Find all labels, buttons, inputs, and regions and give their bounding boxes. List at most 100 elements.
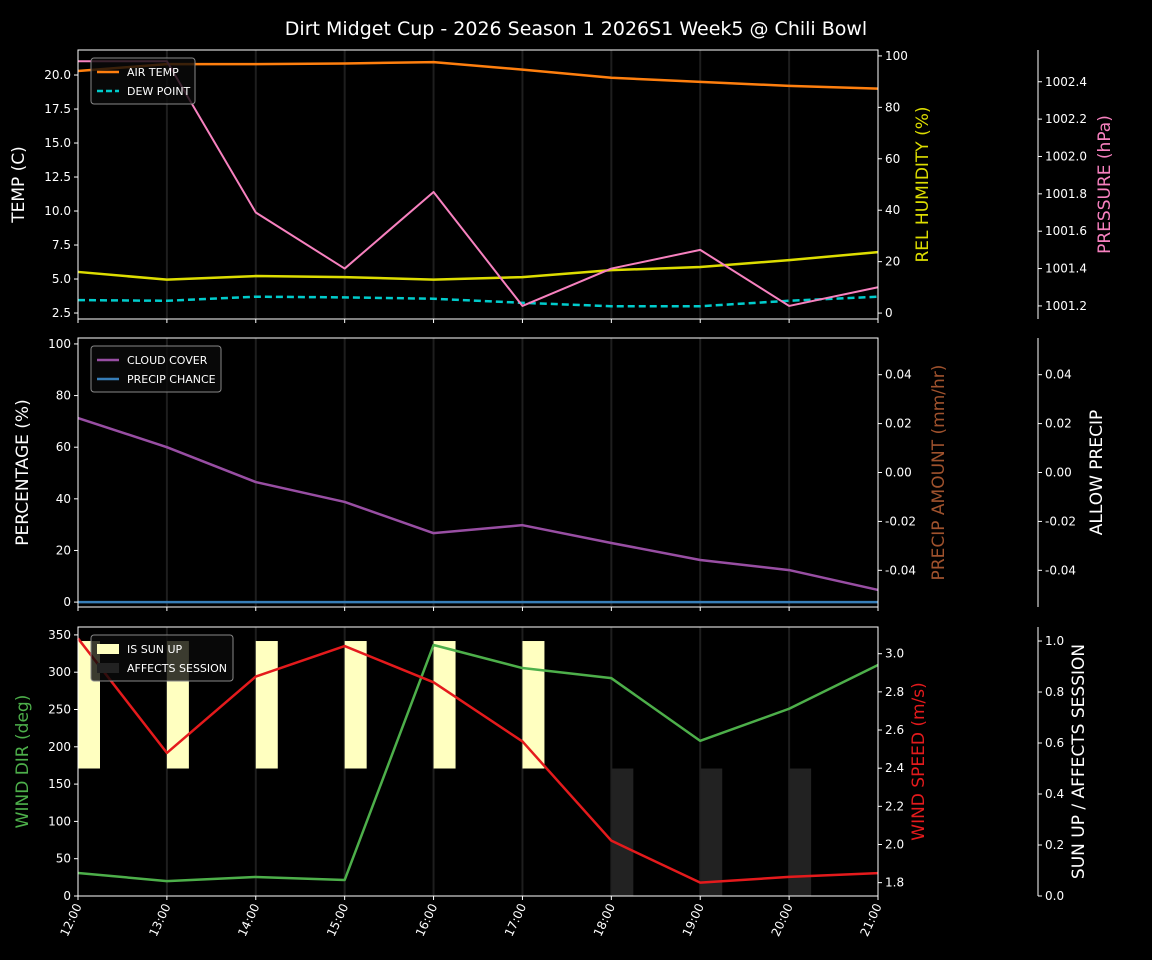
legend-box	[90, 634, 234, 682]
y-tick-label-right1: 2.2	[885, 799, 904, 813]
y-tick-label-right1: 80	[885, 100, 900, 114]
legend-label: PRECIP CHANCE	[127, 373, 216, 386]
y-tick-label-right1: 40	[885, 203, 900, 217]
x-tick-label: 20:00	[769, 901, 796, 938]
series-line-right1	[77, 637, 879, 884]
y-tick-label-right2: 1001.2	[1045, 299, 1087, 313]
y-tick-label-right2: 0.6	[1045, 736, 1064, 750]
x-tick-label: 15:00	[324, 901, 351, 938]
y-tick-label-left: 150	[48, 777, 71, 791]
y-tick-label-right1: 20	[885, 255, 900, 269]
y-tick-label-right1: 1.8	[885, 876, 904, 890]
x-tick-label: 16:00	[413, 901, 440, 938]
y-tick-label-right2: 0.2	[1045, 838, 1064, 852]
x-tick-label: 13:00	[146, 901, 173, 938]
y-tick-label-left: 12.5	[44, 170, 71, 184]
bar-affects-session	[611, 768, 634, 896]
legend-label: IS SUN UP	[127, 643, 183, 656]
axis-label-right2: SUN UP / AFFECTS SESSION	[1069, 644, 1089, 879]
x-tick-label: 14:00	[235, 901, 262, 938]
y-tick-label-left: 10.0	[44, 204, 71, 218]
y-tick-label-left: 50	[56, 852, 71, 866]
series-line-air-temp	[77, 60, 879, 90]
y-tick-label-left: 5.0	[52, 272, 71, 286]
y-tick-label-left: 40	[56, 492, 71, 506]
y-tick-label-left: 20	[56, 543, 71, 557]
y-tick-label-right2: 1002.2	[1045, 112, 1087, 126]
plot-frame	[77, 626, 879, 897]
series-line-cloud-cover	[77, 416, 879, 592]
y-tick-label-right1: 0.02	[885, 417, 912, 431]
legend-swatch	[97, 644, 119, 654]
y-tick-label-right2: 0.8	[1045, 685, 1064, 699]
bar-is-sun-up	[433, 641, 456, 769]
series-line-dew-point	[77, 295, 879, 308]
y-tick-label-right1: 3.0	[885, 647, 904, 661]
y-tick-label-left: 0	[63, 595, 71, 609]
legend: IS SUN UP AFFECTS SESSION	[90, 634, 234, 682]
y-tick-label-right2: 1001.6	[1045, 224, 1087, 238]
legend-label: AFFECTS SESSION	[127, 662, 227, 675]
axis-label-right1: PRECIP AMOUNT (mm/hr)	[929, 365, 949, 581]
y-tick-label-left: 15.0	[44, 136, 71, 150]
y-tick-label-right2: 1002.4	[1045, 75, 1087, 89]
legend: CLOUD COVER PRECIP CHANCE	[90, 345, 222, 393]
bar-affects-session	[789, 768, 812, 896]
legend-label: DEW POINT	[127, 85, 191, 98]
legend-swatch	[97, 663, 119, 673]
series-line-right2	[78, 60, 879, 307]
y-tick-label-right1: 2.8	[885, 685, 904, 699]
y-tick-label-right2: 0.00	[1045, 466, 1072, 480]
y-tick-label-right1: 0.04	[885, 368, 912, 382]
axis-label-right1: REL HUMIDITY (%)	[913, 106, 933, 262]
y-tick-label-right2: -0.04	[1045, 563, 1076, 577]
axis-label-left: TEMP (C)	[9, 146, 29, 224]
y-tick-label-right1: 2.4	[885, 761, 904, 775]
y-tick-label-right1: 60	[885, 152, 900, 166]
bar-is-sun-up	[344, 641, 367, 769]
panel-2: 0 20 40 60 80 100 PERCENTAGE (%) -0.04 -0.02 0.00…	[13, 337, 1107, 611]
y-tick-label-left: 350	[48, 628, 71, 642]
legend-box	[90, 57, 196, 105]
x-tick-label: 12:00	[57, 901, 84, 938]
series-line-left	[77, 643, 879, 883]
y-tick-label-right1: 0.00	[885, 466, 912, 480]
y-tick-label-left: 0	[63, 889, 71, 903]
y-tick-label-left: 17.5	[44, 102, 71, 116]
y-tick-label-right1: 2.0	[885, 837, 904, 851]
y-tick-label-right2: 1.0	[1045, 634, 1064, 648]
axis-label-right2: PRESSURE (hPa)	[1095, 115, 1115, 254]
y-tick-label-left: 100	[48, 337, 71, 351]
y-tick-label-left: 100	[48, 814, 71, 828]
x-tick-label: 18:00	[591, 901, 618, 938]
x-tick-label: 21:00	[857, 901, 884, 938]
panel-1: 2.5 5.0 7.5 10.0 12.5 15.0 17.5 20.0 TEMP (C) 0 20…	[9, 49, 1115, 323]
y-tick-label-left: 80	[56, 389, 71, 403]
bar-is-sun-up	[255, 641, 278, 769]
y-tick-label-left: 300	[48, 665, 71, 679]
series-line-right1	[77, 250, 879, 281]
x-tick-label: 17:00	[502, 901, 529, 938]
y-tick-label-right1: 2.6	[885, 723, 904, 737]
y-tick-label-right2: 0.0	[1045, 889, 1064, 903]
axis-label-left: WIND DIR (deg)	[13, 695, 33, 829]
legend: AIR TEMP DEW POINT	[90, 57, 196, 105]
axis-label-left: PERCENTAGE (%)	[13, 399, 33, 545]
y-tick-label-left: 250	[48, 703, 71, 717]
y-tick-label-right2: 1001.8	[1045, 187, 1087, 201]
y-tick-label-left: 20.0	[44, 68, 71, 82]
y-tick-label-right1: 100	[885, 49, 908, 63]
y-tick-label-right2: 1002.0	[1045, 149, 1087, 163]
y-tick-label-left: 200	[48, 740, 71, 754]
y-tick-label-left: 7.5	[52, 238, 71, 252]
panel-3: 0 50 100 150 200 250 300 350 WIND DIR (deg) 1.8 2.…	[13, 626, 1089, 939]
y-tick-label-left: 2.5	[52, 306, 71, 320]
y-tick-label-right2: 0.04	[1045, 368, 1072, 382]
y-tick-label-right1: -0.04	[885, 563, 916, 577]
y-tick-label-right1: 0	[885, 306, 893, 320]
chart-title: Dirt Midget Cup - 2026 Season 1 2026S1 W…	[285, 18, 867, 40]
x-tick-label: 19:00	[680, 901, 707, 938]
axis-label-right1: WIND SPEED (m/s)	[909, 682, 929, 840]
legend-label: CLOUD COVER	[127, 354, 208, 367]
